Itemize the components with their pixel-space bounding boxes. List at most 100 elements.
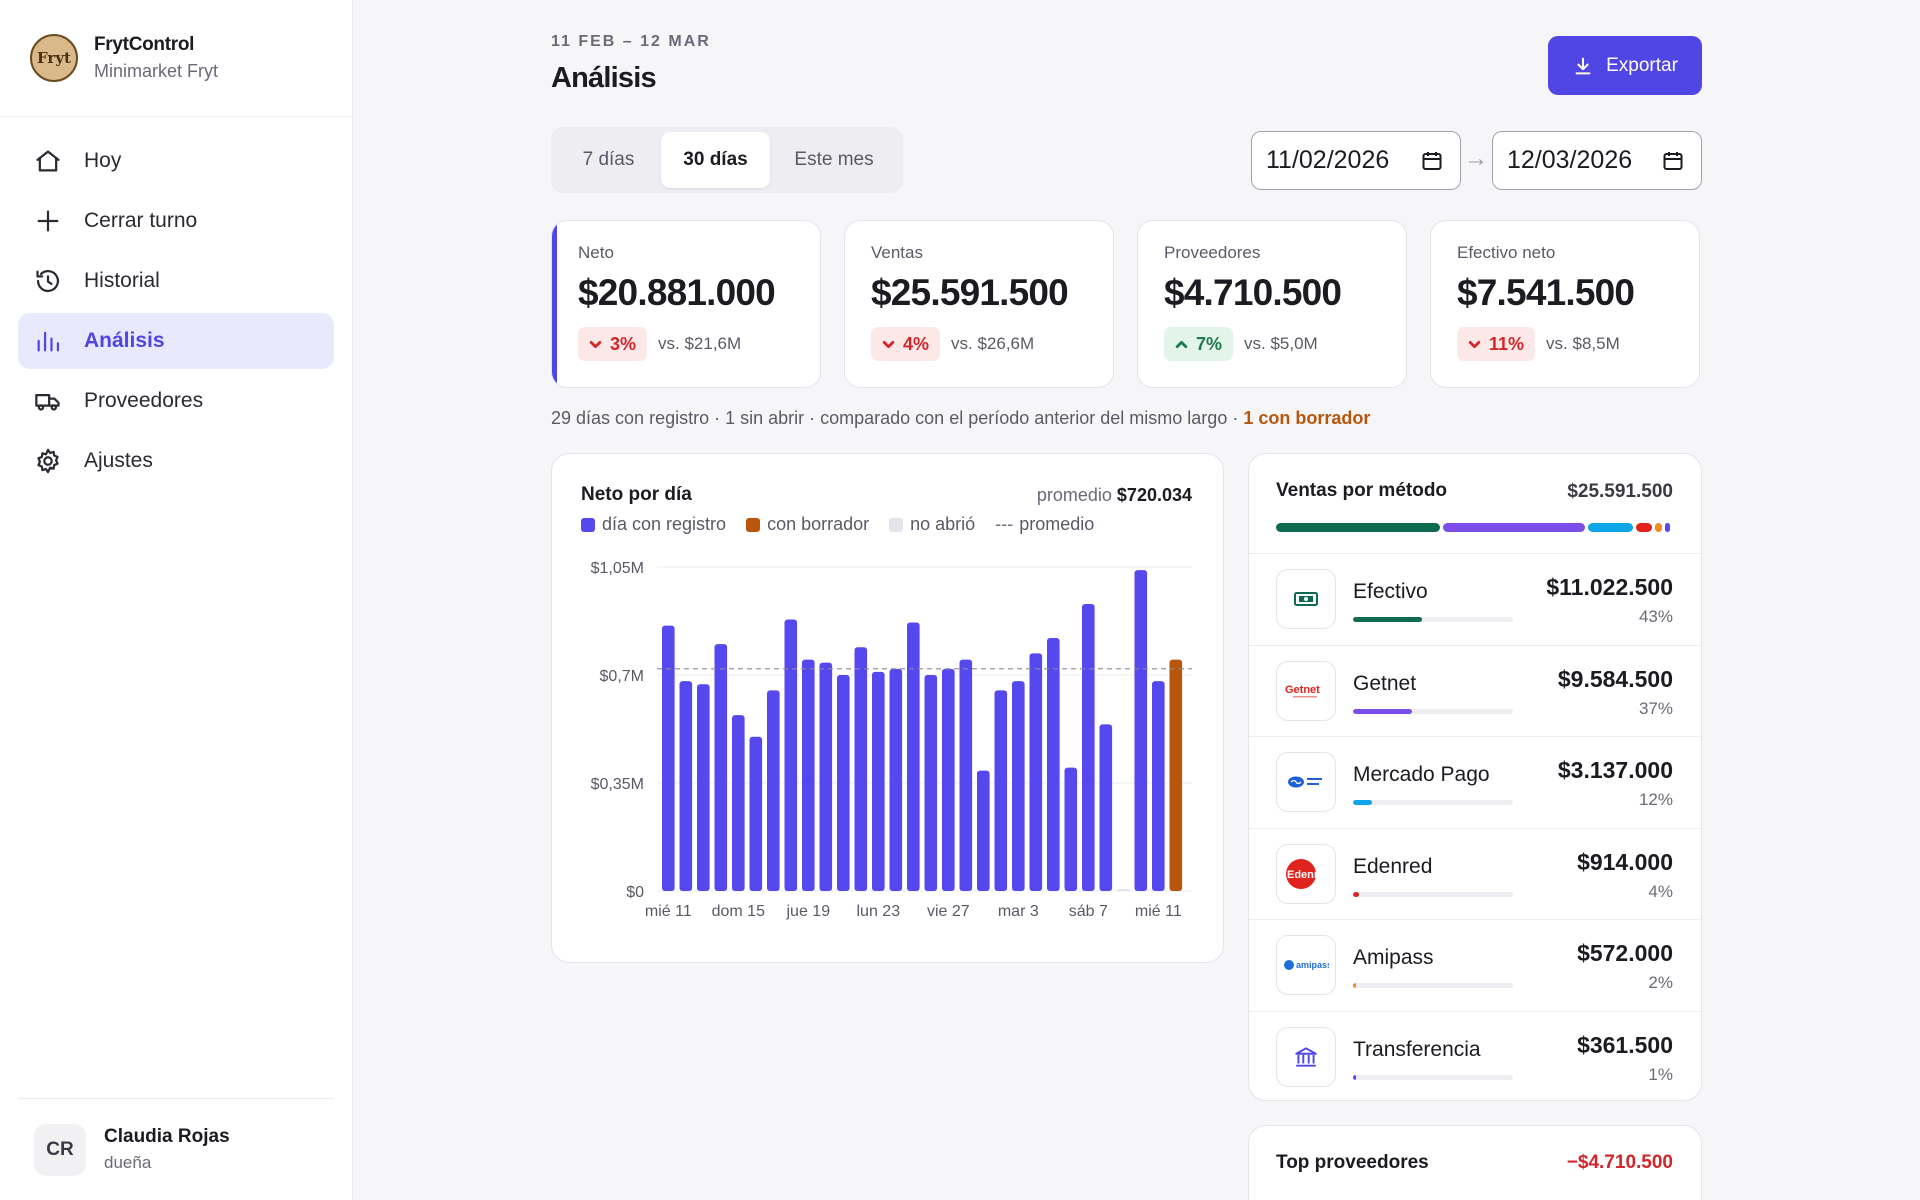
- method-name: Amipass: [1353, 946, 1434, 969]
- chevron-down-icon: [1175, 340, 1188, 348]
- chart-average-label: promedio: [1036, 485, 1112, 505]
- bar-registro: [907, 622, 920, 891]
- y-tick-label: $0,7M: [600, 668, 644, 685]
- legend-swatch: [889, 517, 904, 532]
- legend-swatch: [581, 517, 595, 532]
- method-amount: $572.000: [1577, 940, 1673, 966]
- tab-este-mes[interactable]: Este mes: [794, 149, 874, 170]
- method-row-efectivo[interactable]: Efectivo $11.022.500 43%: [1249, 554, 1701, 646]
- method-amount: $914.000: [1577, 848, 1673, 875]
- x-tick-label: lun 23: [857, 903, 901, 920]
- method-amount: $9.584.500: [1557, 665, 1673, 692]
- bar-registro: [1047, 637, 1060, 891]
- date-from-input[interactable]: 11/02/2026: [1251, 131, 1461, 190]
- method-row-amipass[interactable]: amipass Amipass $572.000 2%: [1249, 920, 1701, 1012]
- page-title: Análisis: [551, 62, 657, 94]
- sidebar-item-ajustes[interactable]: Ajustes: [18, 433, 334, 489]
- cash-icon: [1276, 569, 1336, 629]
- kpi-card-neto[interactable]: Neto $20.881.000 3% vs. $21,6M: [551, 220, 821, 388]
- tab-30-dias[interactable]: 30 días: [661, 132, 770, 188]
- kpi-value: $7.541.500: [1457, 272, 1635, 313]
- draft-count-link[interactable]: 1 con borrador: [1243, 408, 1371, 428]
- bar-registro: [1099, 724, 1113, 891]
- plus-icon: [37, 210, 59, 232]
- stack-segment: [1665, 523, 1670, 532]
- methods-stacked-bar: [1276, 523, 1673, 532]
- delta-badge: 7%: [1164, 327, 1234, 361]
- method-share-fill: [1353, 1074, 1357, 1080]
- methods-title: Ventas por método: [1276, 480, 1448, 501]
- bar-registro: [977, 770, 990, 891]
- period-label: 11 FEB – 12 MAR: [551, 33, 711, 50]
- tab-7-dias[interactable]: 7 días: [582, 149, 635, 170]
- method-share-track: [1353, 983, 1513, 988]
- bar-registro: [732, 715, 745, 891]
- method-share-fill: [1353, 891, 1360, 897]
- bar-registro: [924, 675, 938, 891]
- history-icon: [36, 270, 60, 293]
- chart-legend: día con registro con borrador no abrió -…: [581, 514, 1114, 535]
- stack-segment: [1276, 523, 1441, 532]
- legend-swatch: [746, 517, 761, 532]
- method-amount: $3.137.000: [1557, 757, 1673, 783]
- kpi-label: Ventas: [871, 243, 923, 262]
- kpi-comparison: vs. $5,0M: [1244, 334, 1318, 353]
- x-tick-label: vie 27: [927, 903, 970, 920]
- legend-dash: ---: [995, 514, 1014, 534]
- method-share-fill: [1353, 983, 1357, 988]
- method-row-mercado-pago[interactable]: Mercado Pago $3.137.000 12%: [1249, 737, 1701, 829]
- method-share-track: [1353, 708, 1513, 714]
- stack-segment: [1587, 523, 1634, 532]
- sidebar-item-cerrar-turno[interactable]: Cerrar turno: [18, 193, 334, 249]
- method-row-edenred[interactable]: Edenred Edenred $914.000 4%: [1249, 829, 1701, 920]
- sidebar-nav: Hoy Cerrar turno Historial Análisis Prov…: [0, 117, 352, 489]
- kpi-card-efectivo-neto[interactable]: Efectivo neto $7.541.500 11% vs. $8,5M: [1430, 220, 1700, 388]
- x-tick-label: mié 11: [645, 903, 692, 920]
- kpi-comparison: vs. $21,6M: [658, 334, 742, 353]
- method-row-getnet[interactable]: Getnet Getnet $9.584.500 37%: [1249, 646, 1701, 737]
- user-profile[interactable]: CR Claudia Rojas dueña: [18, 1098, 334, 1200]
- bar-registro: [819, 662, 833, 891]
- kpi-card-proveedores[interactable]: Proveedores $4.710.500 7% vs. $5,0M: [1137, 220, 1407, 388]
- kpi-comparison: vs. $8,5M: [1546, 334, 1620, 353]
- avatar: CR: [34, 1123, 86, 1176]
- bar-registro: [1134, 570, 1148, 891]
- sidebar-item-analisis[interactable]: Análisis: [18, 313, 334, 369]
- kpi-label: Neto: [578, 243, 614, 262]
- brand-name: FrytControl: [94, 34, 195, 55]
- bank-icon: [1276, 1026, 1336, 1087]
- delta-badge: 3%: [578, 327, 648, 361]
- delta-value: 7%: [1196, 333, 1223, 354]
- range-tabs: 7 días 30 días Este mes: [551, 127, 903, 193]
- user-role: dueña: [104, 1153, 152, 1172]
- kpi-comparison: vs. $26,6M: [951, 334, 1035, 353]
- bar-registro: [767, 690, 780, 891]
- method-name: Efectivo: [1353, 580, 1428, 603]
- calendar-icon: [1663, 151, 1683, 170]
- stack-segment: [1654, 523, 1663, 532]
- kpi-label: Proveedores: [1164, 243, 1261, 262]
- mercado-pago-logo: [1276, 752, 1336, 812]
- export-button[interactable]: Exportar: [1548, 36, 1702, 95]
- stack-segment: [1636, 523, 1652, 532]
- bar-no-abrio: [1117, 889, 1130, 891]
- x-tick-label: dom 15: [712, 903, 765, 920]
- date-to-input[interactable]: 12/03/2026: [1492, 131, 1702, 190]
- sidebar-item-label: Análisis: [84, 329, 165, 352]
- kpi-card-ventas[interactable]: Ventas $25.591.500 4% vs. $26,6M: [844, 220, 1114, 388]
- sidebar-item-hoy[interactable]: Hoy: [18, 133, 334, 189]
- bar-registro: [1082, 604, 1095, 891]
- method-amount: $11.022.500: [1546, 574, 1673, 600]
- sidebar-item-historial[interactable]: Historial: [18, 253, 334, 309]
- date-range-arrow: →: [1464, 145, 1488, 172]
- chart-average: promedio $720.034: [1037, 485, 1192, 506]
- svg-text:amipass: amipass: [1296, 960, 1329, 970]
- bar-registro: [854, 647, 868, 891]
- bar-registro: [784, 619, 798, 891]
- bar-registro: [837, 675, 850, 891]
- sidebar-item-label: Cerrar turno: [84, 209, 198, 232]
- method-percent: 12%: [1638, 790, 1673, 809]
- method-row-transferencia[interactable]: Transferencia $361.500 1%: [1249, 1012, 1701, 1101]
- sidebar-item-proveedores[interactable]: Proveedores: [18, 373, 334, 429]
- method-name: Getnet: [1353, 671, 1417, 695]
